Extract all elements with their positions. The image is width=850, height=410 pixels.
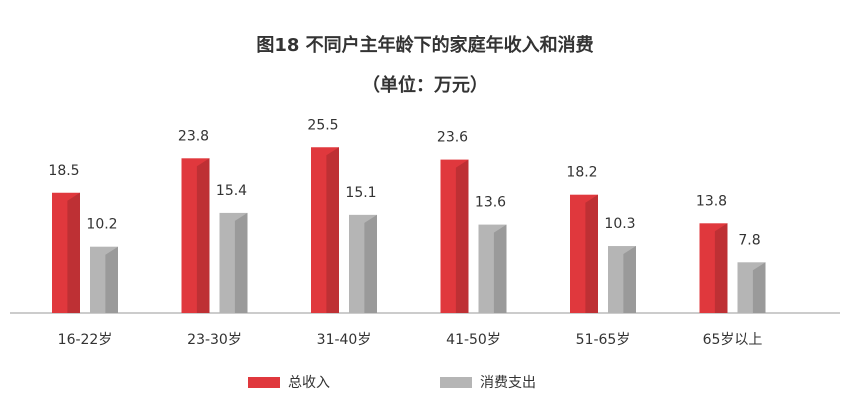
bar-side <box>67 192 80 313</box>
value-label: 18.2 <box>566 165 597 181</box>
x-tick-label: 65岁以上 <box>703 332 763 348</box>
x-tick-label: 51-65岁 <box>576 332 631 348</box>
value-label: 10.2 <box>86 217 117 233</box>
chart-title: 图18 不同户主年龄下的家庭年收入和消费 <box>256 34 593 56</box>
bar-side <box>623 246 636 313</box>
bar <box>737 262 766 313</box>
bar <box>699 223 728 313</box>
bar <box>311 147 339 313</box>
x-tick-label: 31-40岁 <box>317 332 372 348</box>
value-label: 25.5 <box>307 117 338 133</box>
x-tick-label: 23-30岁 <box>187 332 242 348</box>
bar <box>181 158 210 313</box>
value-label: 15.1 <box>345 185 376 201</box>
bar <box>440 159 469 313</box>
value-label: 15.4 <box>216 183 247 199</box>
value-label: 18.5 <box>48 163 79 179</box>
x-tick-label: 16-22岁 <box>58 332 113 348</box>
bar-side <box>493 224 507 313</box>
bar <box>478 224 507 313</box>
bar-side <box>105 246 118 313</box>
bar <box>52 192 80 313</box>
legend-label: 消费支出 <box>480 375 536 391</box>
bar-side <box>455 159 469 313</box>
bar-side <box>196 158 210 313</box>
bar-side <box>714 223 728 313</box>
bar <box>349 214 377 313</box>
bar <box>608 246 636 313</box>
value-label: 7.8 <box>738 232 760 248</box>
bar-side <box>326 147 339 313</box>
value-label: 23.6 <box>437 130 468 146</box>
value-label: 23.8 <box>178 128 209 144</box>
bar-side <box>364 214 377 313</box>
value-label: 10.3 <box>604 216 635 232</box>
legend-swatch <box>440 377 472 388</box>
legend-label: 总收入 <box>288 375 330 391</box>
bar <box>570 194 598 313</box>
bar <box>219 212 248 313</box>
chart-subtitle: （单位：万元） <box>362 74 488 96</box>
bar-side <box>752 262 766 313</box>
x-tick-label: 41-50岁 <box>446 332 501 348</box>
bar-side <box>585 194 598 313</box>
value-label: 13.6 <box>475 195 506 211</box>
value-label: 13.8 <box>696 193 727 209</box>
legend-swatch <box>248 377 280 388</box>
bar <box>90 246 118 313</box>
bar-side <box>234 212 248 313</box>
